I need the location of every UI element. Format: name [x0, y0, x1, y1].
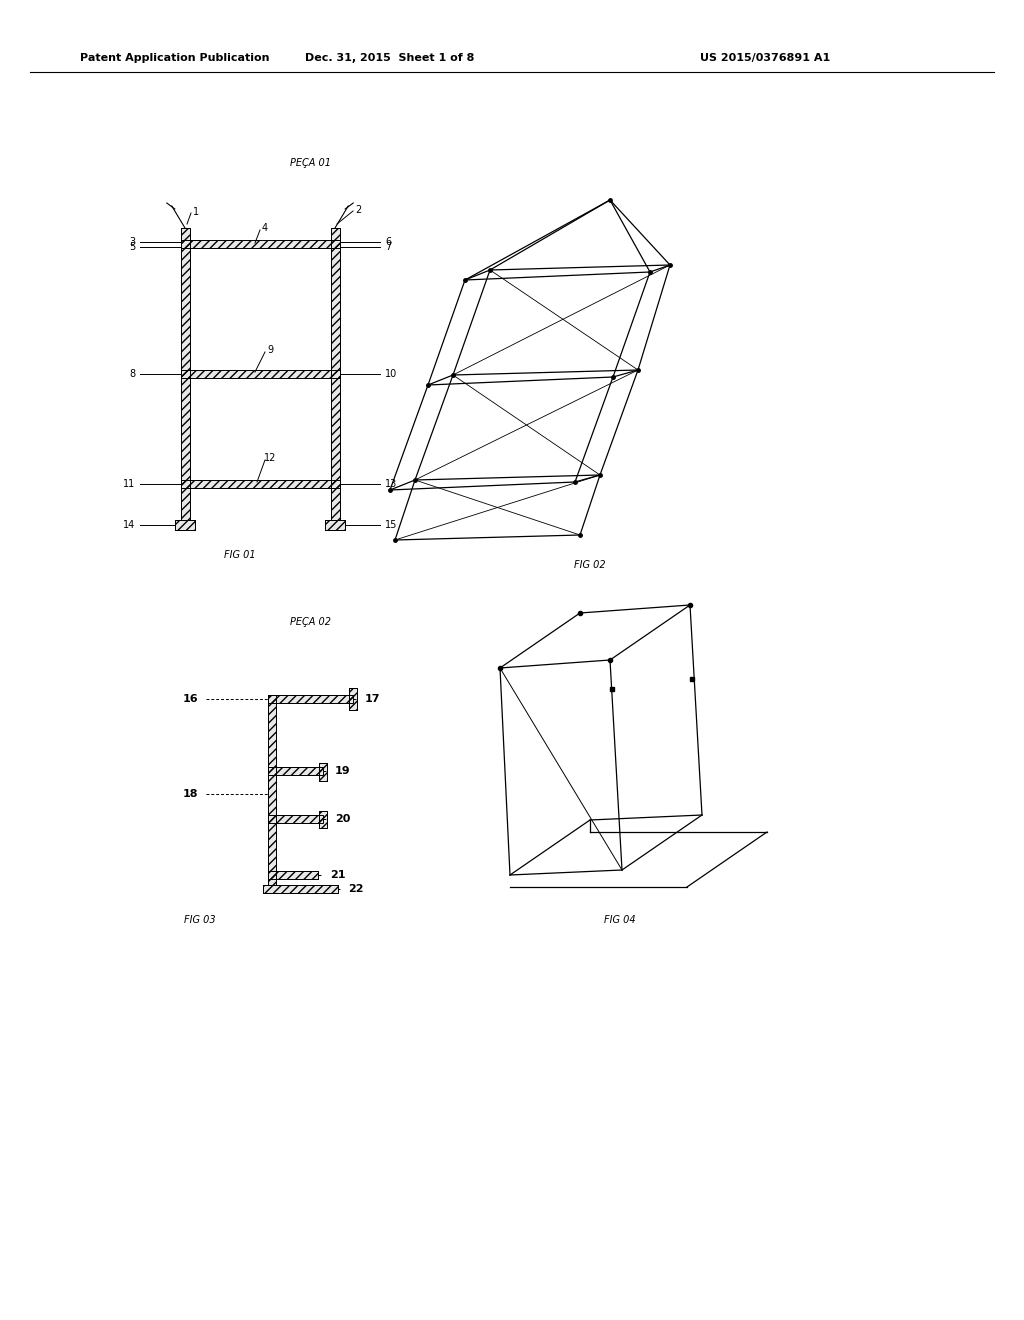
Bar	[263, 884, 338, 894]
Bar	[268, 871, 318, 879]
Bar	[268, 814, 323, 822]
Bar	[180, 370, 340, 378]
Text: 21: 21	[330, 870, 345, 880]
Text: 19: 19	[335, 766, 350, 776]
Bar	[268, 767, 323, 775]
Text: 10: 10	[385, 370, 397, 379]
Bar	[180, 228, 189, 240]
Text: 6: 6	[385, 238, 391, 247]
Text: 22: 22	[348, 884, 364, 894]
Bar	[180, 240, 189, 520]
Text: 20: 20	[335, 813, 350, 824]
Bar	[319, 763, 327, 781]
Bar	[268, 696, 353, 704]
Text: 13: 13	[385, 479, 397, 488]
Bar	[175, 520, 195, 531]
Bar	[331, 228, 340, 240]
Bar	[319, 810, 327, 829]
Text: Dec. 31, 2015  Sheet 1 of 8: Dec. 31, 2015 Sheet 1 of 8	[305, 53, 475, 63]
Text: FIG 02: FIG 02	[574, 560, 606, 570]
Text: 8: 8	[129, 370, 135, 379]
Text: 16: 16	[182, 694, 198, 704]
Text: 4: 4	[262, 223, 268, 234]
Bar	[180, 480, 340, 488]
Text: PEÇA 02: PEÇA 02	[290, 616, 331, 627]
Text: 3: 3	[129, 238, 135, 247]
Bar	[268, 696, 353, 704]
Text: FIG 04: FIG 04	[604, 915, 636, 925]
Text: PEÇA 01: PEÇA 01	[290, 158, 331, 168]
Bar	[319, 763, 327, 781]
Bar	[325, 520, 345, 531]
Text: 7: 7	[385, 242, 391, 252]
Bar	[268, 696, 276, 884]
Bar	[180, 240, 189, 520]
Bar	[175, 520, 195, 531]
Bar	[331, 240, 340, 520]
Text: 18: 18	[182, 789, 198, 799]
Text: 1: 1	[193, 207, 199, 216]
Bar	[268, 814, 323, 822]
Bar	[180, 228, 189, 240]
Bar	[180, 240, 340, 248]
Bar	[319, 810, 327, 829]
Text: 11: 11	[123, 479, 135, 488]
Bar	[349, 688, 357, 710]
Text: FIG 03: FIG 03	[184, 915, 216, 925]
Bar	[325, 520, 345, 531]
Bar	[180, 370, 340, 378]
Text: 12: 12	[264, 453, 276, 463]
Bar	[331, 240, 340, 520]
Text: Patent Application Publication: Patent Application Publication	[80, 53, 269, 63]
Bar	[180, 480, 340, 488]
Text: 15: 15	[385, 520, 397, 531]
Text: 17: 17	[365, 694, 381, 704]
Bar	[268, 871, 318, 879]
Text: FIG 01: FIG 01	[224, 550, 256, 560]
Text: 5: 5	[129, 242, 135, 252]
Bar	[349, 688, 357, 710]
Bar	[331, 228, 340, 240]
Bar	[263, 884, 338, 894]
Text: US 2015/0376891 A1: US 2015/0376891 A1	[700, 53, 830, 63]
Text: 14: 14	[123, 520, 135, 531]
Bar	[180, 240, 340, 248]
Text: 2: 2	[355, 205, 361, 215]
Bar	[268, 767, 323, 775]
Bar	[268, 696, 276, 884]
Text: 9: 9	[267, 345, 273, 355]
